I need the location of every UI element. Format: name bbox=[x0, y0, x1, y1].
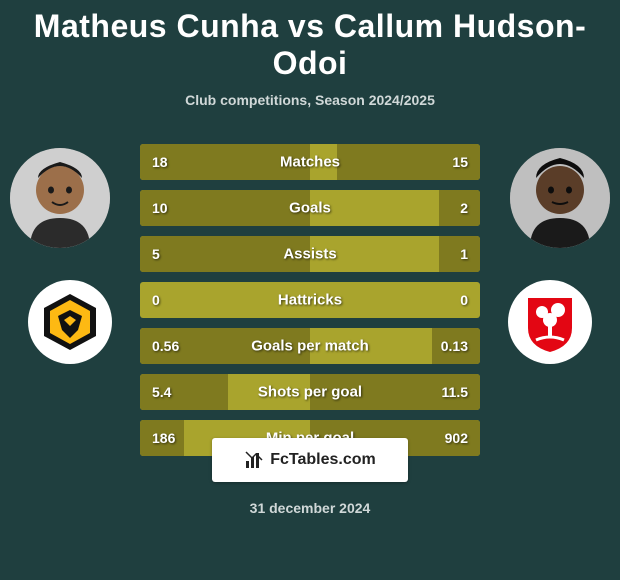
stat-row: 5.4Shots per goal11.5 bbox=[140, 374, 480, 410]
bar-chart-icon bbox=[244, 449, 266, 471]
stat-value-right: 902 bbox=[445, 430, 468, 446]
stat-label: Goals per match bbox=[140, 338, 480, 355]
comparison-title: Matheus Cunha vs Callum Hudson-Odoi bbox=[0, 0, 620, 82]
stat-value-right: 11.5 bbox=[442, 384, 468, 400]
comparison-subtitle: Club competitions, Season 2024/2025 bbox=[0, 92, 620, 108]
stat-label: Shots per goal bbox=[140, 384, 480, 401]
stat-row: 0.56Goals per match0.13 bbox=[140, 328, 480, 364]
stat-value-right: 15 bbox=[452, 154, 468, 170]
stat-label: Matches bbox=[140, 154, 480, 171]
stat-label: Hattricks bbox=[140, 292, 480, 309]
club-right-badge bbox=[508, 280, 592, 364]
stat-label: Assists bbox=[140, 246, 480, 263]
player-right-avatar bbox=[510, 148, 610, 248]
stat-value-right: 0.13 bbox=[441, 338, 468, 354]
player-right-face-icon bbox=[510, 148, 610, 248]
forest-badge-icon bbox=[518, 290, 582, 354]
stat-bars-container: 18Matches1510Goals25Assists10Hattricks00… bbox=[140, 144, 480, 466]
player-left-face-icon bbox=[10, 148, 110, 248]
stat-row: 0Hattricks0 bbox=[140, 282, 480, 318]
stat-row: 5Assists1 bbox=[140, 236, 480, 272]
comparison-date: 31 december 2024 bbox=[0, 500, 620, 516]
player-left-avatar bbox=[10, 148, 110, 248]
club-left-badge bbox=[28, 280, 112, 364]
stat-label: Goals bbox=[140, 200, 480, 217]
branding-text: FcTables.com bbox=[270, 451, 376, 469]
stat-row: 10Goals2 bbox=[140, 190, 480, 226]
stat-value-right: 2 bbox=[460, 200, 468, 216]
stat-row: 18Matches15 bbox=[140, 144, 480, 180]
stat-value-right: 1 bbox=[460, 246, 468, 262]
comparison-body: 18Matches1510Goals25Assists10Hattricks00… bbox=[0, 148, 620, 468]
wolves-badge-icon bbox=[38, 290, 102, 354]
stat-value-right: 0 bbox=[460, 292, 468, 308]
branding-badge: FcTables.com bbox=[212, 438, 408, 482]
